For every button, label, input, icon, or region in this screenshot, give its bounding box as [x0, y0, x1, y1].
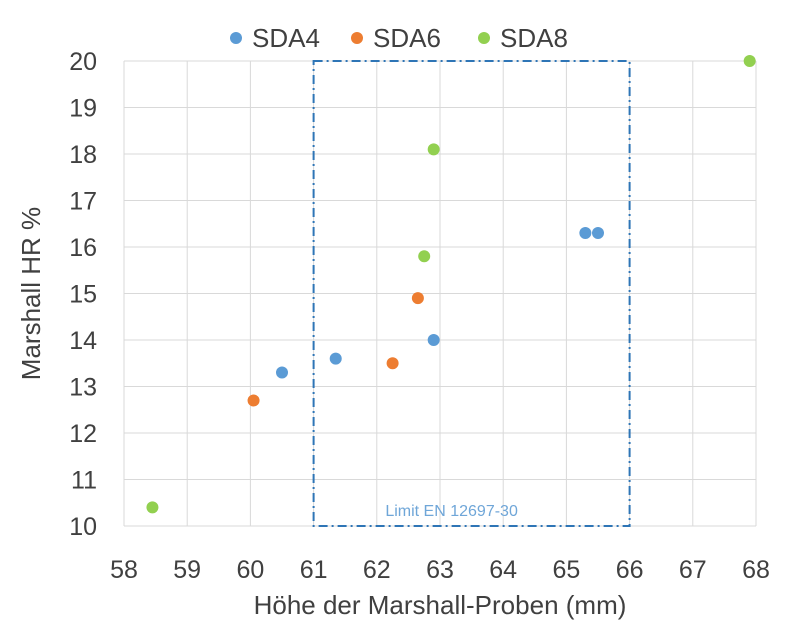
- legend-marker-sda4: [230, 32, 242, 44]
- point-sda4: [329, 352, 342, 365]
- x-tick-label: 59: [173, 556, 201, 584]
- y-tick-label: 18: [69, 141, 97, 169]
- x-tick-label: 66: [616, 556, 644, 584]
- legend-label-sda4: SDA4: [252, 23, 320, 53]
- y-tick-label: 10: [69, 513, 97, 541]
- x-tick-label: 60: [236, 556, 264, 584]
- legend-marker-sda8: [478, 32, 490, 44]
- x-tick-label: 65: [552, 556, 580, 584]
- x-tick-label: 64: [489, 556, 517, 584]
- y-tick-label: 11: [71, 467, 97, 495]
- y-tick-label: 17: [69, 188, 97, 216]
- legend-label-sda8: SDA8: [500, 23, 568, 53]
- x-tick-label: 67: [679, 556, 707, 584]
- legend-label-sda6: SDA6: [373, 23, 441, 53]
- limit-box: [312, 60, 631, 527]
- y-tick-label: 13: [69, 374, 97, 402]
- y-tick-label: 12: [69, 420, 97, 448]
- y-tick-label: 15: [69, 281, 97, 309]
- point-sda8: [418, 250, 431, 263]
- y-tick-label: 14: [69, 327, 97, 355]
- x-tick-labels: 58 59 60 61 62 63 64 65 66 67 68: [110, 556, 770, 584]
- legend: SDA4 SDA6 SDA8: [230, 23, 568, 53]
- x-tick-label: 62: [363, 556, 391, 584]
- y-tick-label: 16: [69, 234, 97, 262]
- legend-marker-sda6: [351, 32, 363, 44]
- y-axis-title: Marshall HR %: [16, 207, 46, 380]
- point-sda6: [411, 292, 424, 305]
- point-sda4: [276, 366, 288, 379]
- y-tick-labels: 10 11 12 13 14 15 16 17 18 19 20: [69, 48, 97, 541]
- x-tick-label: 58: [110, 556, 138, 584]
- point-sda8: [146, 501, 159, 514]
- point-sda4: [579, 227, 592, 240]
- limit-label: Limit EN 12697-30: [385, 503, 518, 520]
- x-axis-title: Höhe der Marshall-Proben (mm): [254, 590, 627, 620]
- point-sda4: [427, 334, 440, 346]
- data-points: [146, 55, 756, 514]
- y-tick-label: 20: [69, 48, 97, 76]
- grid-lines: [123, 60, 757, 527]
- x-tick-label: 61: [300, 556, 328, 584]
- point-sda6: [247, 394, 260, 407]
- point-sda8: [743, 55, 756, 67]
- point-sda6: [386, 357, 399, 370]
- x-tick-label: 68: [742, 556, 770, 584]
- limit-annotation: Limit EN 12697-30: [312, 60, 631, 527]
- point-sda4: [592, 227, 604, 240]
- y-tick-label: 19: [69, 95, 97, 123]
- x-tick-label: 63: [426, 556, 454, 584]
- point-sda8: [427, 143, 440, 156]
